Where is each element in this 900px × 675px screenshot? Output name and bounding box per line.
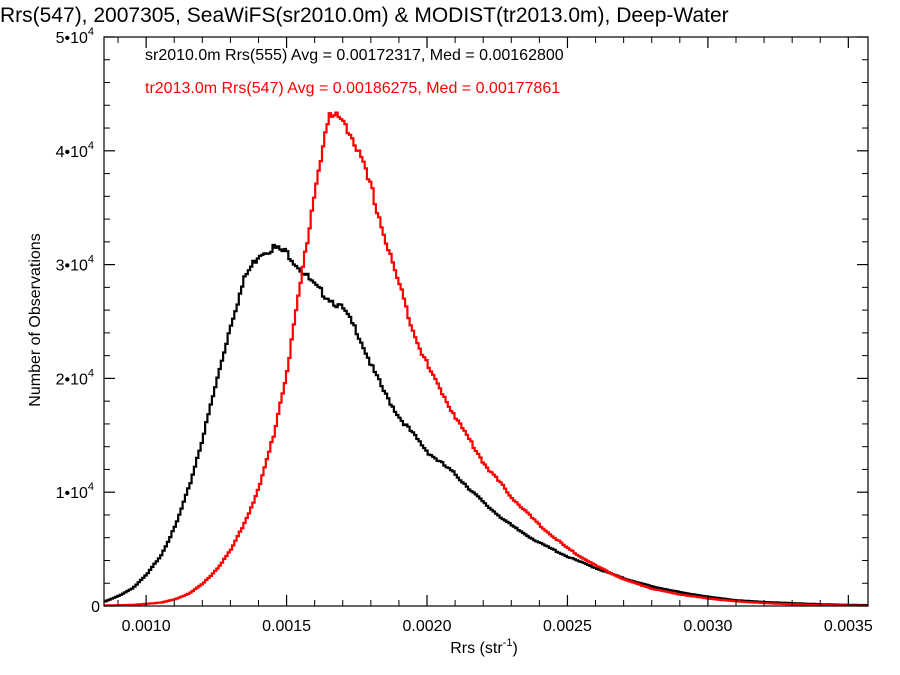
y-tick-label: 0 <box>91 599 100 616</box>
y-tick-label: 4•104 <box>56 140 94 161</box>
x-tick-label: 0.0025 <box>543 618 592 635</box>
plot-area <box>104 111 868 606</box>
series-1-line <box>104 243 868 606</box>
series-1-stats-label: sr2010.0m Rrs(555) Avg = 0.00172317, Med… <box>145 47 564 64</box>
x-tick-label: 0.0030 <box>683 618 732 635</box>
x-axis-label-close: ) <box>512 640 517 657</box>
y-axis-label: Number of Observations <box>27 233 44 406</box>
y-tick-label: 2•104 <box>56 367 94 388</box>
x-tick-label: 0.0035 <box>824 618 873 635</box>
series-2-line <box>104 111 868 606</box>
axes: 0.0010 0.0015 0.0020 0.0025 0.0030 0.0035 0 1•1… <box>56 26 873 635</box>
x-tick-label: 0.0015 <box>262 618 311 635</box>
chart-title: Rrs(547), 2007305, SeaWiFS(sr2010.0m) & … <box>0 4 729 27</box>
series-2-stats-label: tr2013.0m Rrs(547) Avg = 0.00186275, Med… <box>145 80 560 97</box>
x-tick-label: 0.0010 <box>122 618 171 635</box>
x-tick-label: 0.0020 <box>403 618 452 635</box>
x-axis-label-sup: -1 <box>503 637 513 649</box>
y-tick-label: 3•104 <box>56 254 94 275</box>
plot-frame <box>103 36 869 607</box>
x-axis-label-main: Rrs (str <box>450 640 503 657</box>
y-tick-label: 5•104 <box>56 26 94 47</box>
x-axis-label: Rrs (str-1) <box>450 637 518 657</box>
y-tick-label: 1•104 <box>56 481 94 502</box>
